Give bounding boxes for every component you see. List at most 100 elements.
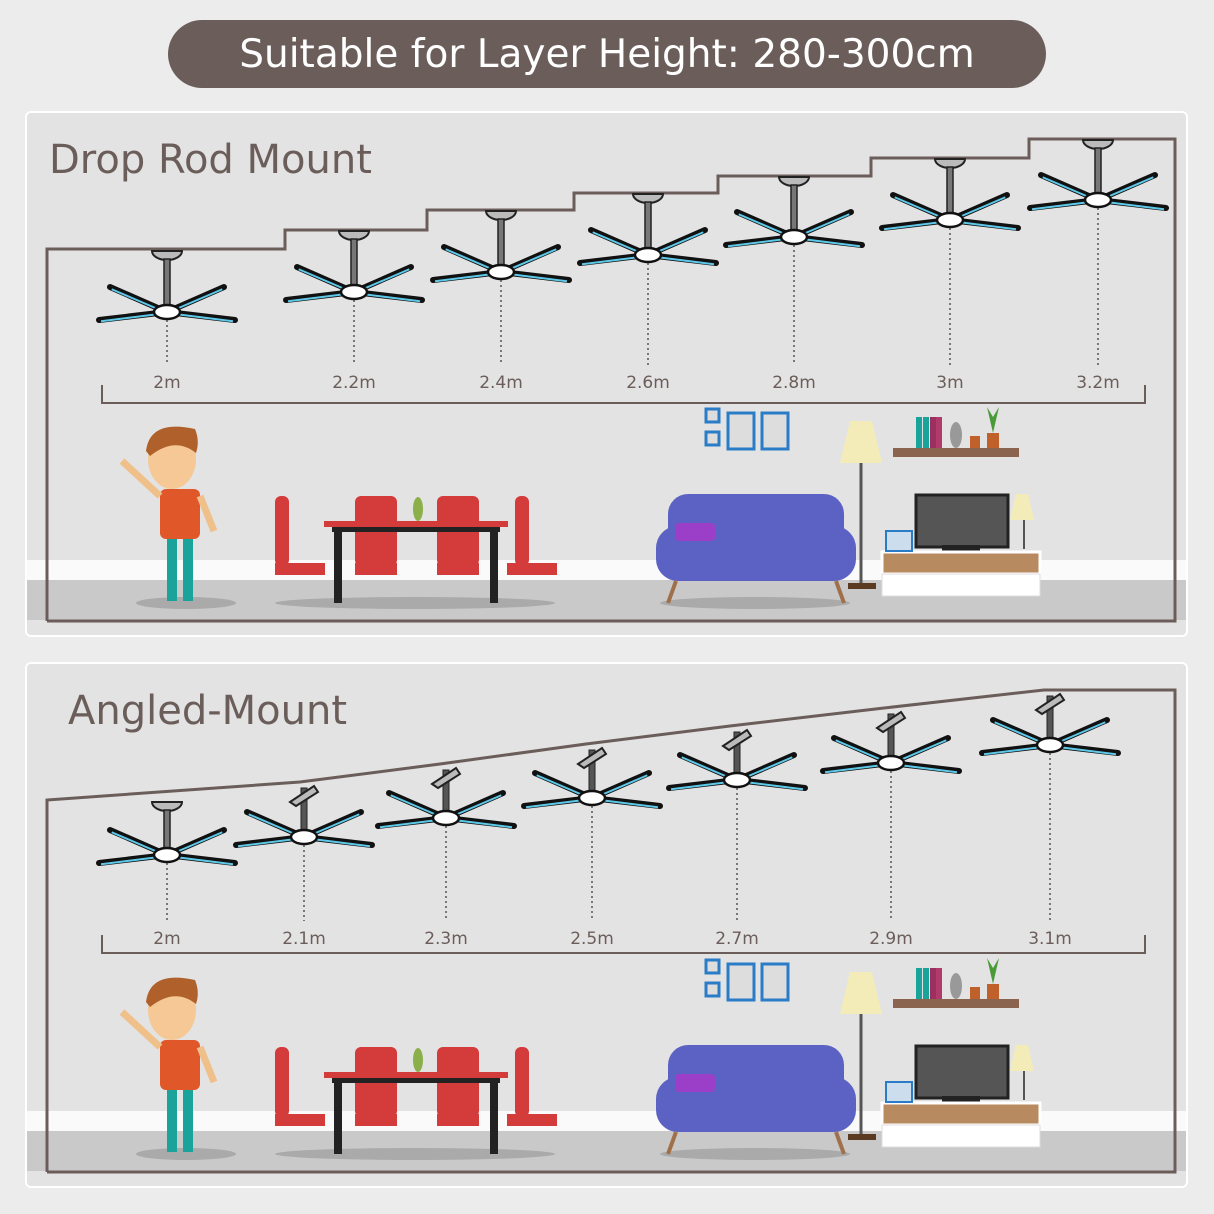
fan-hub	[486, 263, 516, 281]
angled-canopy	[1034, 692, 1066, 716]
fan-hub	[1083, 191, 1113, 209]
table-top	[332, 527, 500, 532]
lamp-shade	[840, 421, 882, 463]
person-arm	[119, 1009, 163, 1050]
height-label: 2.6m	[626, 373, 670, 393]
table-leg	[490, 531, 498, 603]
plant-pot	[987, 433, 999, 448]
ceiling-fan	[521, 746, 663, 809]
book	[923, 968, 929, 999]
picture-frame	[704, 430, 721, 447]
fan-hub	[577, 789, 607, 807]
book	[916, 417, 922, 448]
angled-canopy	[430, 766, 462, 790]
picture-frame	[704, 958, 721, 975]
angled-mount-diagram: 2m 2.1m 2.3m 2.5m 2.7m 2.9m 3.1m	[27, 688, 1186, 1174]
person-hair	[146, 426, 198, 456]
shadow	[275, 597, 555, 609]
shadow	[275, 1148, 555, 1160]
person-arm	[196, 1045, 218, 1084]
fan-hub	[431, 809, 461, 827]
fan-hub	[876, 754, 906, 772]
fan-hub	[1035, 736, 1065, 754]
chair-back	[275, 496, 289, 566]
picture-frame	[760, 962, 790, 1002]
plant	[987, 958, 999, 984]
table-leg	[490, 1082, 498, 1154]
person-leg	[183, 536, 193, 601]
chair-seat	[355, 563, 397, 575]
plant-pot	[987, 984, 999, 999]
plant-pot	[970, 436, 980, 448]
fan-hub	[339, 283, 369, 301]
person-leg	[167, 536, 177, 601]
angled-canopy	[288, 784, 320, 808]
plant-pot	[970, 987, 980, 999]
ceiling-fan	[879, 158, 1021, 231]
fan-hub	[633, 246, 663, 264]
angled-canopy	[721, 728, 753, 752]
book	[916, 968, 922, 999]
height-label: 2.1m	[282, 929, 326, 949]
book	[923, 417, 929, 448]
shadow	[136, 1148, 236, 1160]
wall-shelf	[893, 448, 1019, 457]
chair-seat	[437, 563, 479, 575]
height-label: 3.2m	[1076, 373, 1120, 393]
tv-cabinet-top	[880, 550, 1042, 576]
height-label: 3.1m	[1028, 929, 1072, 949]
panel-title: Angled-Mount	[68, 688, 348, 734]
pillow	[675, 1074, 715, 1092]
person-arm	[196, 494, 218, 533]
ceiling-fan	[233, 784, 375, 848]
height-label: 2.9m	[869, 929, 913, 949]
ceiling-fan	[96, 250, 238, 323]
tv	[914, 1044, 1010, 1100]
height-label: 2.5m	[570, 929, 614, 949]
picture-frame	[704, 981, 721, 998]
fan-hub	[152, 303, 182, 321]
photo-frame	[885, 530, 913, 552]
height-scale-bracket	[101, 935, 1146, 954]
vase	[413, 1048, 423, 1072]
fan-hub	[289, 828, 319, 846]
tv-cabinet-drawers	[881, 573, 1041, 597]
table-leg	[334, 531, 342, 603]
chair-seat	[355, 1114, 397, 1126]
angled-canopy	[576, 746, 608, 770]
ceiling-fan	[666, 728, 808, 791]
table-top	[332, 1078, 500, 1083]
title-banner: Suitable for Layer Height: 280-300cm	[168, 20, 1046, 88]
book	[930, 417, 936, 448]
ceiling-fan	[723, 176, 865, 248]
sofa-leg	[834, 580, 846, 604]
height-label: 2m	[153, 373, 180, 393]
person-hair	[146, 977, 198, 1007]
ceiling-fan	[283, 230, 425, 303]
picture-frame	[760, 411, 790, 451]
ceiling-fan	[577, 193, 719, 266]
person-shirt	[160, 489, 200, 539]
chair-back	[275, 1047, 289, 1117]
chair-seat	[275, 1114, 325, 1126]
height-label: 2.3m	[424, 929, 468, 949]
table-lamp	[1010, 1045, 1034, 1071]
ceiling-fan	[1027, 139, 1169, 211]
book	[930, 968, 936, 999]
chair-seat	[437, 1114, 479, 1126]
chair-back	[515, 1047, 529, 1117]
height-label: 2.8m	[772, 373, 816, 393]
height-label: 2.4m	[479, 373, 523, 393]
vase	[413, 497, 423, 521]
lamp-shade	[840, 972, 882, 1014]
tv-stand	[942, 1096, 980, 1102]
fan-hub	[722, 771, 752, 789]
shadow	[660, 597, 850, 609]
fan-hub	[935, 211, 965, 229]
sofa-leg	[834, 1131, 846, 1155]
lamp-base	[848, 1134, 876, 1140]
table-lamp	[1010, 494, 1034, 520]
chair-seat	[507, 1114, 557, 1126]
height-label: 2.7m	[715, 929, 759, 949]
chair-back	[515, 496, 529, 566]
